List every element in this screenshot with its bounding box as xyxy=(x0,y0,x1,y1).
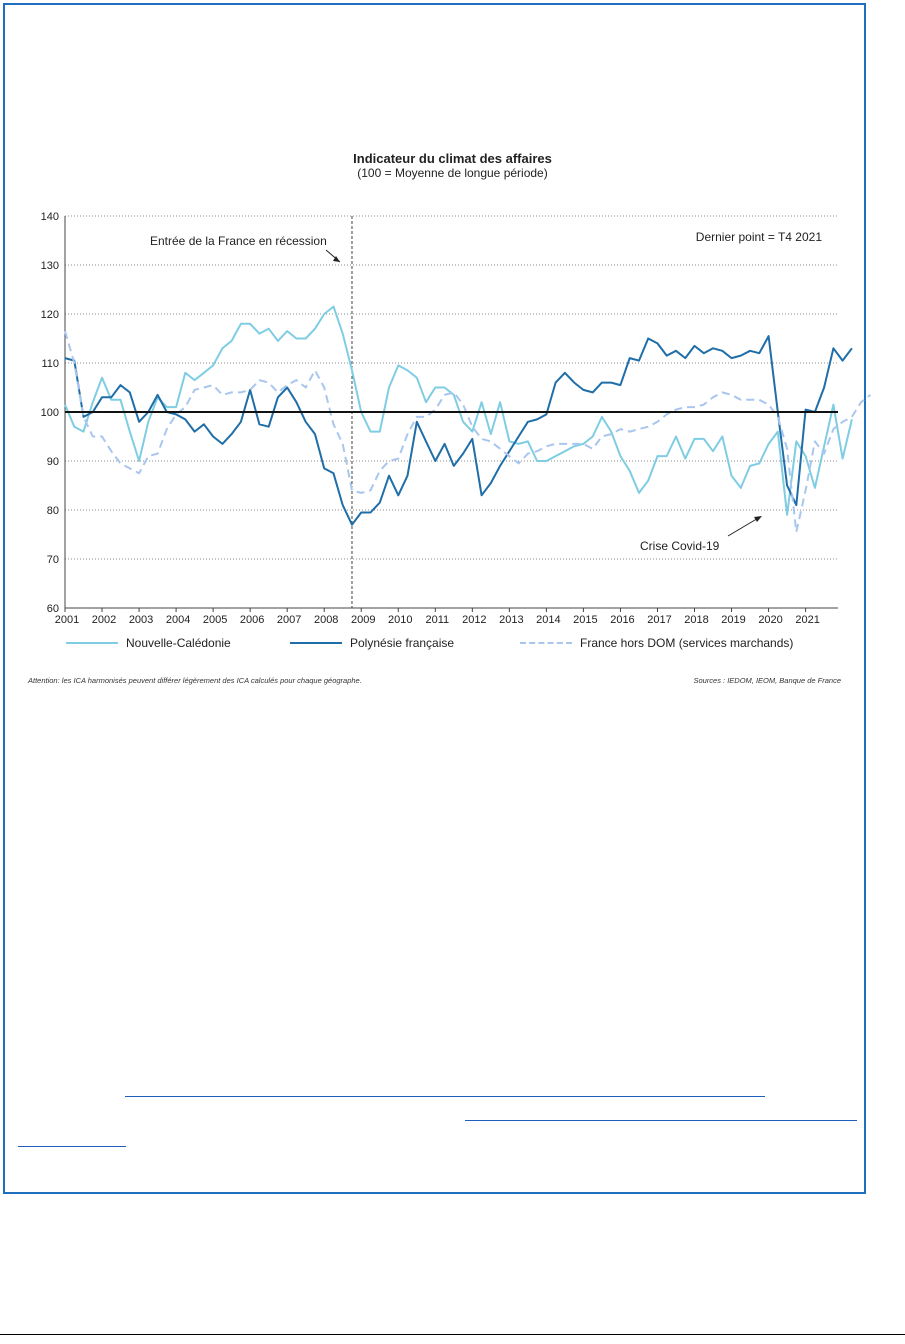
x-tick-label: 2002 xyxy=(92,614,116,626)
legend-item-polynesie-francaise: Polynésie française xyxy=(290,636,454,650)
legend-label: Polynésie française xyxy=(350,636,455,650)
legend-swatch xyxy=(66,642,118,644)
y-tick-label: 100 xyxy=(41,407,59,419)
chart-title: Indicateur du climat des affaires xyxy=(353,151,552,166)
x-tick-label: 2010 xyxy=(388,614,412,626)
annotation-arrow-covid xyxy=(727,516,761,537)
legend-swatch xyxy=(520,642,572,644)
x-tick-label: 2001 xyxy=(55,614,79,626)
hyperlink-underline[interactable] xyxy=(465,1120,857,1121)
x-tick-label: 2019 xyxy=(721,614,745,626)
hyperlink-underline[interactable] xyxy=(125,1096,765,1097)
x-tick-label: 2009 xyxy=(351,614,375,626)
chart-subtitle: (100 = Moyenne de longue période) xyxy=(357,166,548,180)
legend-item-nouvelle-caledonie: Nouvelle-Calédonie xyxy=(66,636,231,650)
y-tick-label: 90 xyxy=(47,456,59,468)
series-line-1 xyxy=(64,335,853,526)
attention-note: Attention: les ICA harmonisés peuvent di… xyxy=(28,676,362,685)
x-tick-label: 2021 xyxy=(795,614,819,626)
y-tick-label: 60 xyxy=(47,603,59,615)
y-tick-label: 140 xyxy=(41,211,59,223)
annotation-arrowhead xyxy=(333,256,340,262)
y-tick-label: 130 xyxy=(41,260,59,272)
x-tick-label: 2015 xyxy=(573,614,597,626)
x-tick-label: 2011 xyxy=(425,614,449,626)
annotation-arrowhead xyxy=(754,516,762,522)
x-tick-label: 2008 xyxy=(314,614,338,626)
x-tick-label: 2014 xyxy=(536,614,560,626)
y-tick-label: 80 xyxy=(47,505,59,517)
x-tick-label: 2020 xyxy=(758,614,782,626)
x-tick-label: 2017 xyxy=(647,614,671,626)
y-tick-label: 120 xyxy=(41,309,59,321)
x-tick-label: 2013 xyxy=(499,614,523,626)
y-tick-label: 110 xyxy=(41,358,59,370)
chart-plot: 60 70 80 90 100 110 120 130 140 2001 2002 2003 2004 2… xyxy=(41,211,872,626)
page-frame xyxy=(3,3,866,1194)
legend-item-france-hors-dom: France hors DOM (services marchands) xyxy=(520,636,793,650)
x-tick-label: 2012 xyxy=(462,614,486,626)
legend-label: France hors DOM (services marchands) xyxy=(580,636,794,650)
series-line-2 xyxy=(64,330,872,533)
x-tick-label: 2003 xyxy=(129,614,153,626)
x-tick-label: 2006 xyxy=(240,614,264,626)
x-tick-label: 2016 xyxy=(610,614,634,626)
x-tick-label: 2004 xyxy=(166,614,190,626)
annotation-last-point: Dernier point = T4 2021 xyxy=(696,230,823,244)
legend-swatch xyxy=(290,642,342,644)
x-tick-label: 2018 xyxy=(684,614,708,626)
annotation-covid: Crise Covid-19 xyxy=(640,539,720,553)
page-bottom-rule xyxy=(0,1334,905,1335)
annotation-recession: Entrée de la France en récession xyxy=(150,234,327,248)
chart-legend: Nouvelle-Calédonie Polynésie française F… xyxy=(0,636,905,656)
sources-note: Sources : IEDOM, IEOM, Banque de France xyxy=(693,676,841,685)
legend-label: Nouvelle-Calédonie xyxy=(126,636,231,650)
hyperlink-underline[interactable] xyxy=(18,1146,126,1147)
x-tick-label: 2007 xyxy=(277,614,301,626)
y-tick-label: 70 xyxy=(47,554,59,566)
x-tick-label: 2005 xyxy=(203,614,227,626)
series-line-0 xyxy=(64,305,853,516)
